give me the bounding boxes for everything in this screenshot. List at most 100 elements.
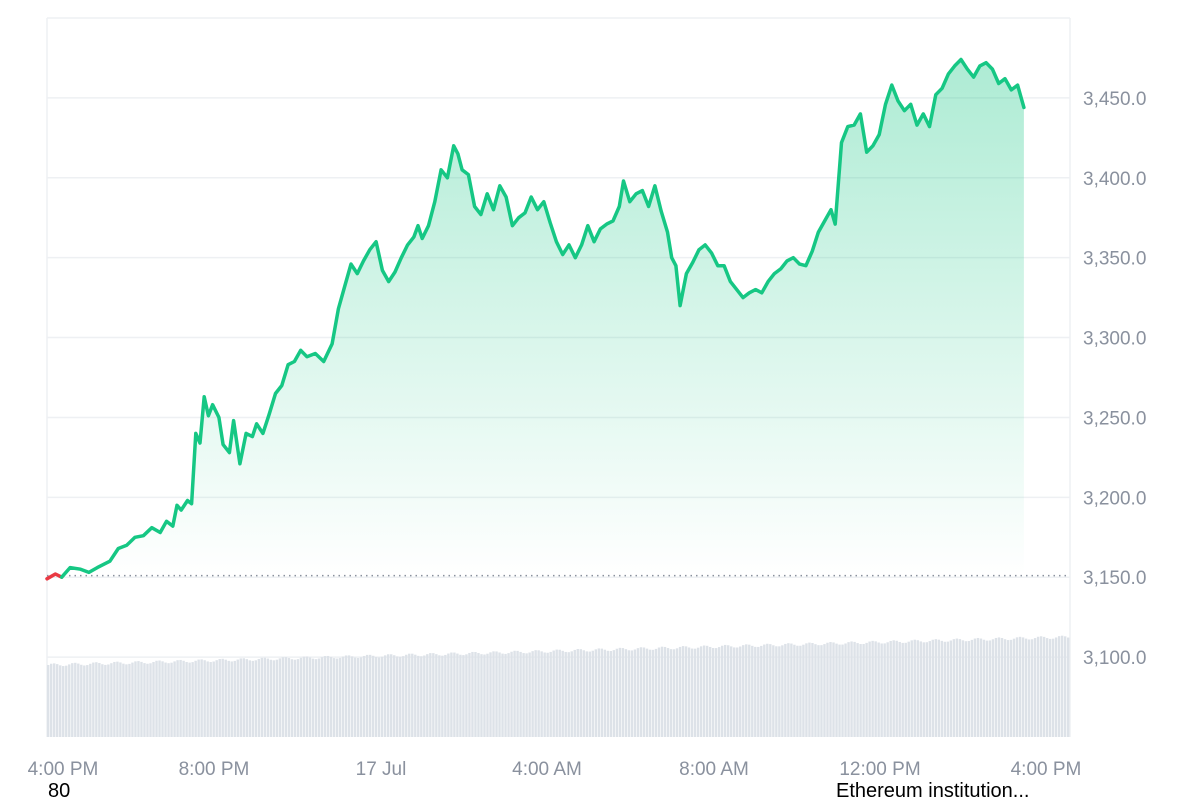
volume-bar [681,646,685,737]
volume-bar [874,641,877,737]
volume-bar [943,641,947,737]
line-layer [45,57,1026,581]
volume-bar [684,646,688,737]
volume-bar [137,661,140,737]
volume-bar [435,654,438,737]
volume-bar [242,658,245,737]
volume-bar [708,646,712,737]
volume-bar [690,648,694,737]
volume-bar [814,644,817,737]
volume-bar [80,664,83,737]
volume-bar [393,655,396,737]
volume-bar [320,657,324,737]
volume-bar [221,658,224,737]
volume-bar [865,642,868,737]
volume-bar [558,649,561,737]
volume-bar [329,656,333,737]
volume-bar [579,649,582,737]
volume-bar [239,658,242,737]
volume-bar [465,654,468,737]
volume-bar [504,653,507,737]
volume-bar [396,656,399,737]
volume-bar [489,652,492,737]
volume-bar [206,661,209,737]
y-tick-label: 3,400.0 [1083,169,1146,190]
volume-bar [203,660,206,737]
volume-bar [164,662,167,737]
volume-bar [970,639,974,737]
volume-bar [856,643,859,737]
volume-bar [838,644,841,737]
y-axis-labels: 3,100.0 3,150.0 3,200.0 3,250.0 3,300.0 3,350… [1083,89,1146,669]
volume-bar [687,647,691,737]
volume-bar [778,646,781,737]
volume-bar [564,651,567,737]
volume-bar [919,641,922,737]
volume-bar [257,658,261,737]
volume-bar [946,641,950,737]
volume-bar [344,655,348,737]
y-tick-label: 3,100.0 [1083,648,1146,669]
volume-bar [561,650,564,737]
volume-bar [826,642,829,737]
volume-bar [775,646,778,737]
volume-bar [603,649,607,737]
volume-bar [540,651,543,737]
volume-bar [368,654,372,737]
volume-bar [281,657,285,737]
volume-bar [293,659,297,737]
volume-bar [269,659,273,737]
volume-bar [122,663,125,737]
volume-bar [880,643,883,737]
volume-bar [405,654,408,737]
volume-bar [859,644,862,737]
volume-bar [552,650,555,737]
volume-bar [742,645,745,737]
volume-bar [423,655,426,737]
volume-bar [862,643,865,737]
footer-left-text: 80 [48,780,71,802]
volume-bar [895,640,898,737]
volume-bar [612,650,616,737]
news-headline-link[interactable]: Ethereum institution... [836,780,1030,802]
volume-bar [1012,638,1016,737]
volume-bar [290,659,294,737]
volume-bar [678,646,682,737]
volume-bar [657,647,661,737]
volume-bar [513,650,516,737]
volume-bar [570,651,573,737]
y-tick-label: 3,450.0 [1083,89,1146,110]
volume-bar [666,648,670,737]
volume-bar [654,648,658,737]
volume-bar [829,642,832,737]
x-tick-label: 8:00 AM [679,759,749,780]
volume-bar [116,661,119,737]
volume-bar [576,649,579,737]
volume-bar [1018,636,1022,737]
volume-bar [624,649,628,737]
volume-bar [387,654,390,737]
price-line-up [59,57,1026,579]
volume-bar [711,647,715,737]
volume-bar [510,651,513,737]
volume-bar [720,645,724,737]
volume-bar [299,657,303,737]
volume-bar [793,644,796,737]
volume-bar [143,663,146,737]
volume-bar [916,640,919,737]
volume-bar [925,642,928,737]
volume-bar [71,663,74,737]
x-tick-label: 4:00 PM [1011,759,1082,780]
volume-bar [305,656,309,737]
volume-bar [414,654,417,737]
volume-bar [149,663,152,737]
price-line-down [45,572,64,581]
volume-bar [991,639,995,737]
volume-bar [952,639,956,737]
volume-bar [438,655,441,737]
volume-bar [1054,637,1058,737]
volume-bar [766,643,769,737]
volume-bar [77,663,80,737]
volume-bar [453,652,456,737]
